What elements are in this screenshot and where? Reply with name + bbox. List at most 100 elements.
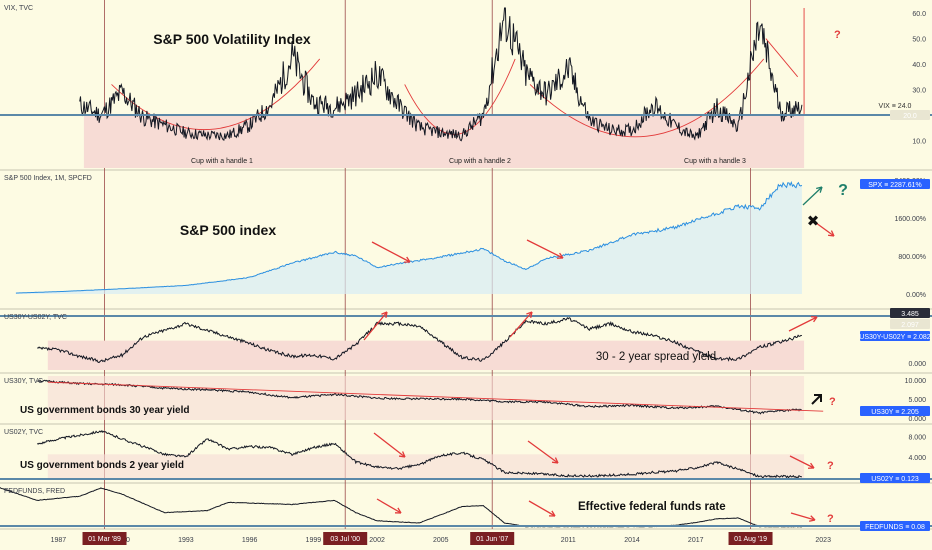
fedfunds-title: Effective federal funds rate: [578, 501, 726, 513]
x-tick-label: 1999: [306, 537, 322, 544]
vix-badge-text: VIX ≡ 24.0: [879, 103, 912, 110]
fedfunds-badge: FEDFUNDS ≡ 0.08: [860, 521, 930, 531]
fedfunds-down-arrow-1-head: [394, 507, 402, 514]
cup-label-1: Cup with a handle 1: [191, 158, 253, 165]
date-marker-label: 01 Jun '07: [476, 536, 508, 543]
spx-down-arrow-1: [371, 241, 411, 263]
spread-up-arrow-2-head: [526, 311, 533, 318]
us02y-down-arrow-2-head: [551, 457, 559, 464]
us02y-y-tick: 4.000: [908, 455, 926, 462]
x-tick-label: 2023: [815, 537, 831, 544]
fedfunds-down-arrow-3-head: [809, 515, 816, 522]
spread-badge-2-text: 2.097: [901, 322, 919, 329]
us02y-badge-text: US02Y ≡ 0.123: [871, 476, 919, 483]
spx-cross-icon: ✖: [807, 213, 820, 230]
spread-badge-3: US30Y-US02Y ≡ 2.082: [859, 331, 931, 341]
us30y-y-tick: 5.000: [908, 397, 926, 404]
spx-title: S&P 500 index: [180, 222, 276, 238]
us02y-down-arrow-1-head: [398, 451, 406, 458]
spread-up-arrow-1: [363, 311, 388, 341]
us02y-background: [47, 454, 805, 480]
spread-up-arrow-2: [509, 311, 533, 338]
us30y-title: US government bonds 30 year yield: [20, 405, 190, 416]
spx-y-tick: 0.00%: [906, 292, 926, 299]
spx-line: [15, 180, 803, 294]
date-marker-badge: [82, 532, 127, 545]
us02y-question-mark: ?: [827, 460, 834, 472]
spx-y-tick: 1600.00%: [894, 216, 926, 223]
us30y-y-tick: 10.000: [905, 378, 927, 385]
vix-question-mark: ?: [834, 29, 841, 41]
cup-curve-1: [111, 58, 321, 130]
us02y-down-arrow-1: [373, 432, 406, 458]
fedfunds-down-arrow-2-head: [548, 510, 556, 517]
date-marker-badge: [323, 532, 368, 545]
fedfunds-down-arrow-3: [790, 512, 816, 521]
fedfunds-down-arrow-2: [528, 500, 556, 517]
spread-badge-2-bg: [890, 319, 930, 329]
cup-curve-3: [529, 58, 765, 138]
spread-title: 30 - 2 year spread yield: [596, 351, 716, 363]
spread-badge-3-text: US30Y-US02Y ≡ 2.082: [859, 334, 931, 341]
vix-y-tick: 30.0: [912, 88, 926, 95]
x-tick-label: 2014: [624, 537, 640, 544]
vix-level-badge-text: 20.0: [903, 113, 917, 120]
us02y-title: US government bonds 2 year yield: [20, 460, 184, 471]
spx-badge-bg: [860, 179, 930, 189]
spx-down-arrow-1-head: [403, 256, 411, 263]
spread-badge-1-bg: [890, 308, 930, 318]
us02y-y-tick: 8.000: [908, 434, 926, 441]
vix-source-label: VIX, TVC: [4, 5, 33, 12]
cup-curve-2: [404, 58, 516, 135]
us02y-badge-bg: [860, 473, 930, 483]
spx-badge: SPX ≡ 2287.61%: [860, 179, 930, 189]
us30y-source-label: US30Y, TVC: [4, 378, 43, 385]
spx-down-arrow-3-head: [827, 230, 835, 237]
spx-down-arrow-3: [811, 219, 835, 237]
date-marker-label: 01 Mar '89: [88, 536, 121, 543]
spread-background: [47, 340, 805, 370]
spx-y-tick: 800.00%: [898, 254, 926, 261]
vix-level-badge: 20.0: [890, 110, 930, 121]
fedfunds-question-mark: ?: [827, 513, 834, 525]
vix-y-tick: 10.0: [912, 139, 926, 146]
handle-line: [765, 38, 799, 78]
spread-y-tick: 0.000: [908, 361, 926, 368]
spread-badge-1-text: 3.485: [901, 311, 919, 318]
x-tick-label: 2005: [433, 537, 449, 544]
spx-area-fill: [15, 182, 802, 294]
cup-label-2: Cup with a handle 2: [449, 158, 511, 165]
spx-badge-text: SPX ≡ 2287.61%: [868, 182, 922, 189]
spread-line: [37, 316, 803, 364]
us02y-line: [36, 429, 802, 479]
us02y-source-label: US02Y, TVC: [4, 429, 43, 436]
spread-source-label: US30Y-US02Y, TVC: [4, 314, 67, 321]
date-marker-label: 01 Aug '19: [734, 536, 767, 543]
vix-y-tick: 60.0: [912, 11, 926, 18]
us02y-down-arrow-3-head: [807, 462, 815, 469]
x-tick-label: 2011: [561, 537, 576, 544]
vix-title: S&P 500 Volatility Index: [153, 31, 311, 47]
us02y-down-arrow-3: [789, 455, 815, 469]
spread-up-arrow-3: [788, 316, 818, 332]
fedfunds-down-arrow-1: [376, 498, 402, 514]
us30y-question-mark: ?: [829, 396, 836, 408]
vix-line: [79, 7, 803, 142]
us30y-y-tick: 0.000: [908, 416, 926, 423]
us30y-badge-bg: [860, 406, 930, 416]
spread-up-arrow-1-head: [381, 311, 388, 319]
us02y-down-arrow-2: [527, 440, 559, 464]
vix-level-badge-bg: [890, 110, 930, 121]
vix-y-tick: 50.0: [912, 37, 926, 44]
vix-badge: VIX ≡ 24.0: [860, 99, 930, 110]
x-tick-label: 2017: [688, 537, 704, 544]
spx-question-mark: ?: [838, 182, 848, 199]
date-marker-label: 03 Jul '00: [330, 536, 360, 543]
fedfunds-badge-text: FEDFUNDS ≡ 0.08: [865, 524, 925, 531]
spread-badge-2: 2.097: [890, 319, 930, 329]
us30y-badge-text: US30Y ≡ 2.205: [871, 409, 919, 416]
cup-label-3: Cup with a handle 3: [684, 158, 746, 165]
date-marker-badge: [470, 532, 515, 545]
